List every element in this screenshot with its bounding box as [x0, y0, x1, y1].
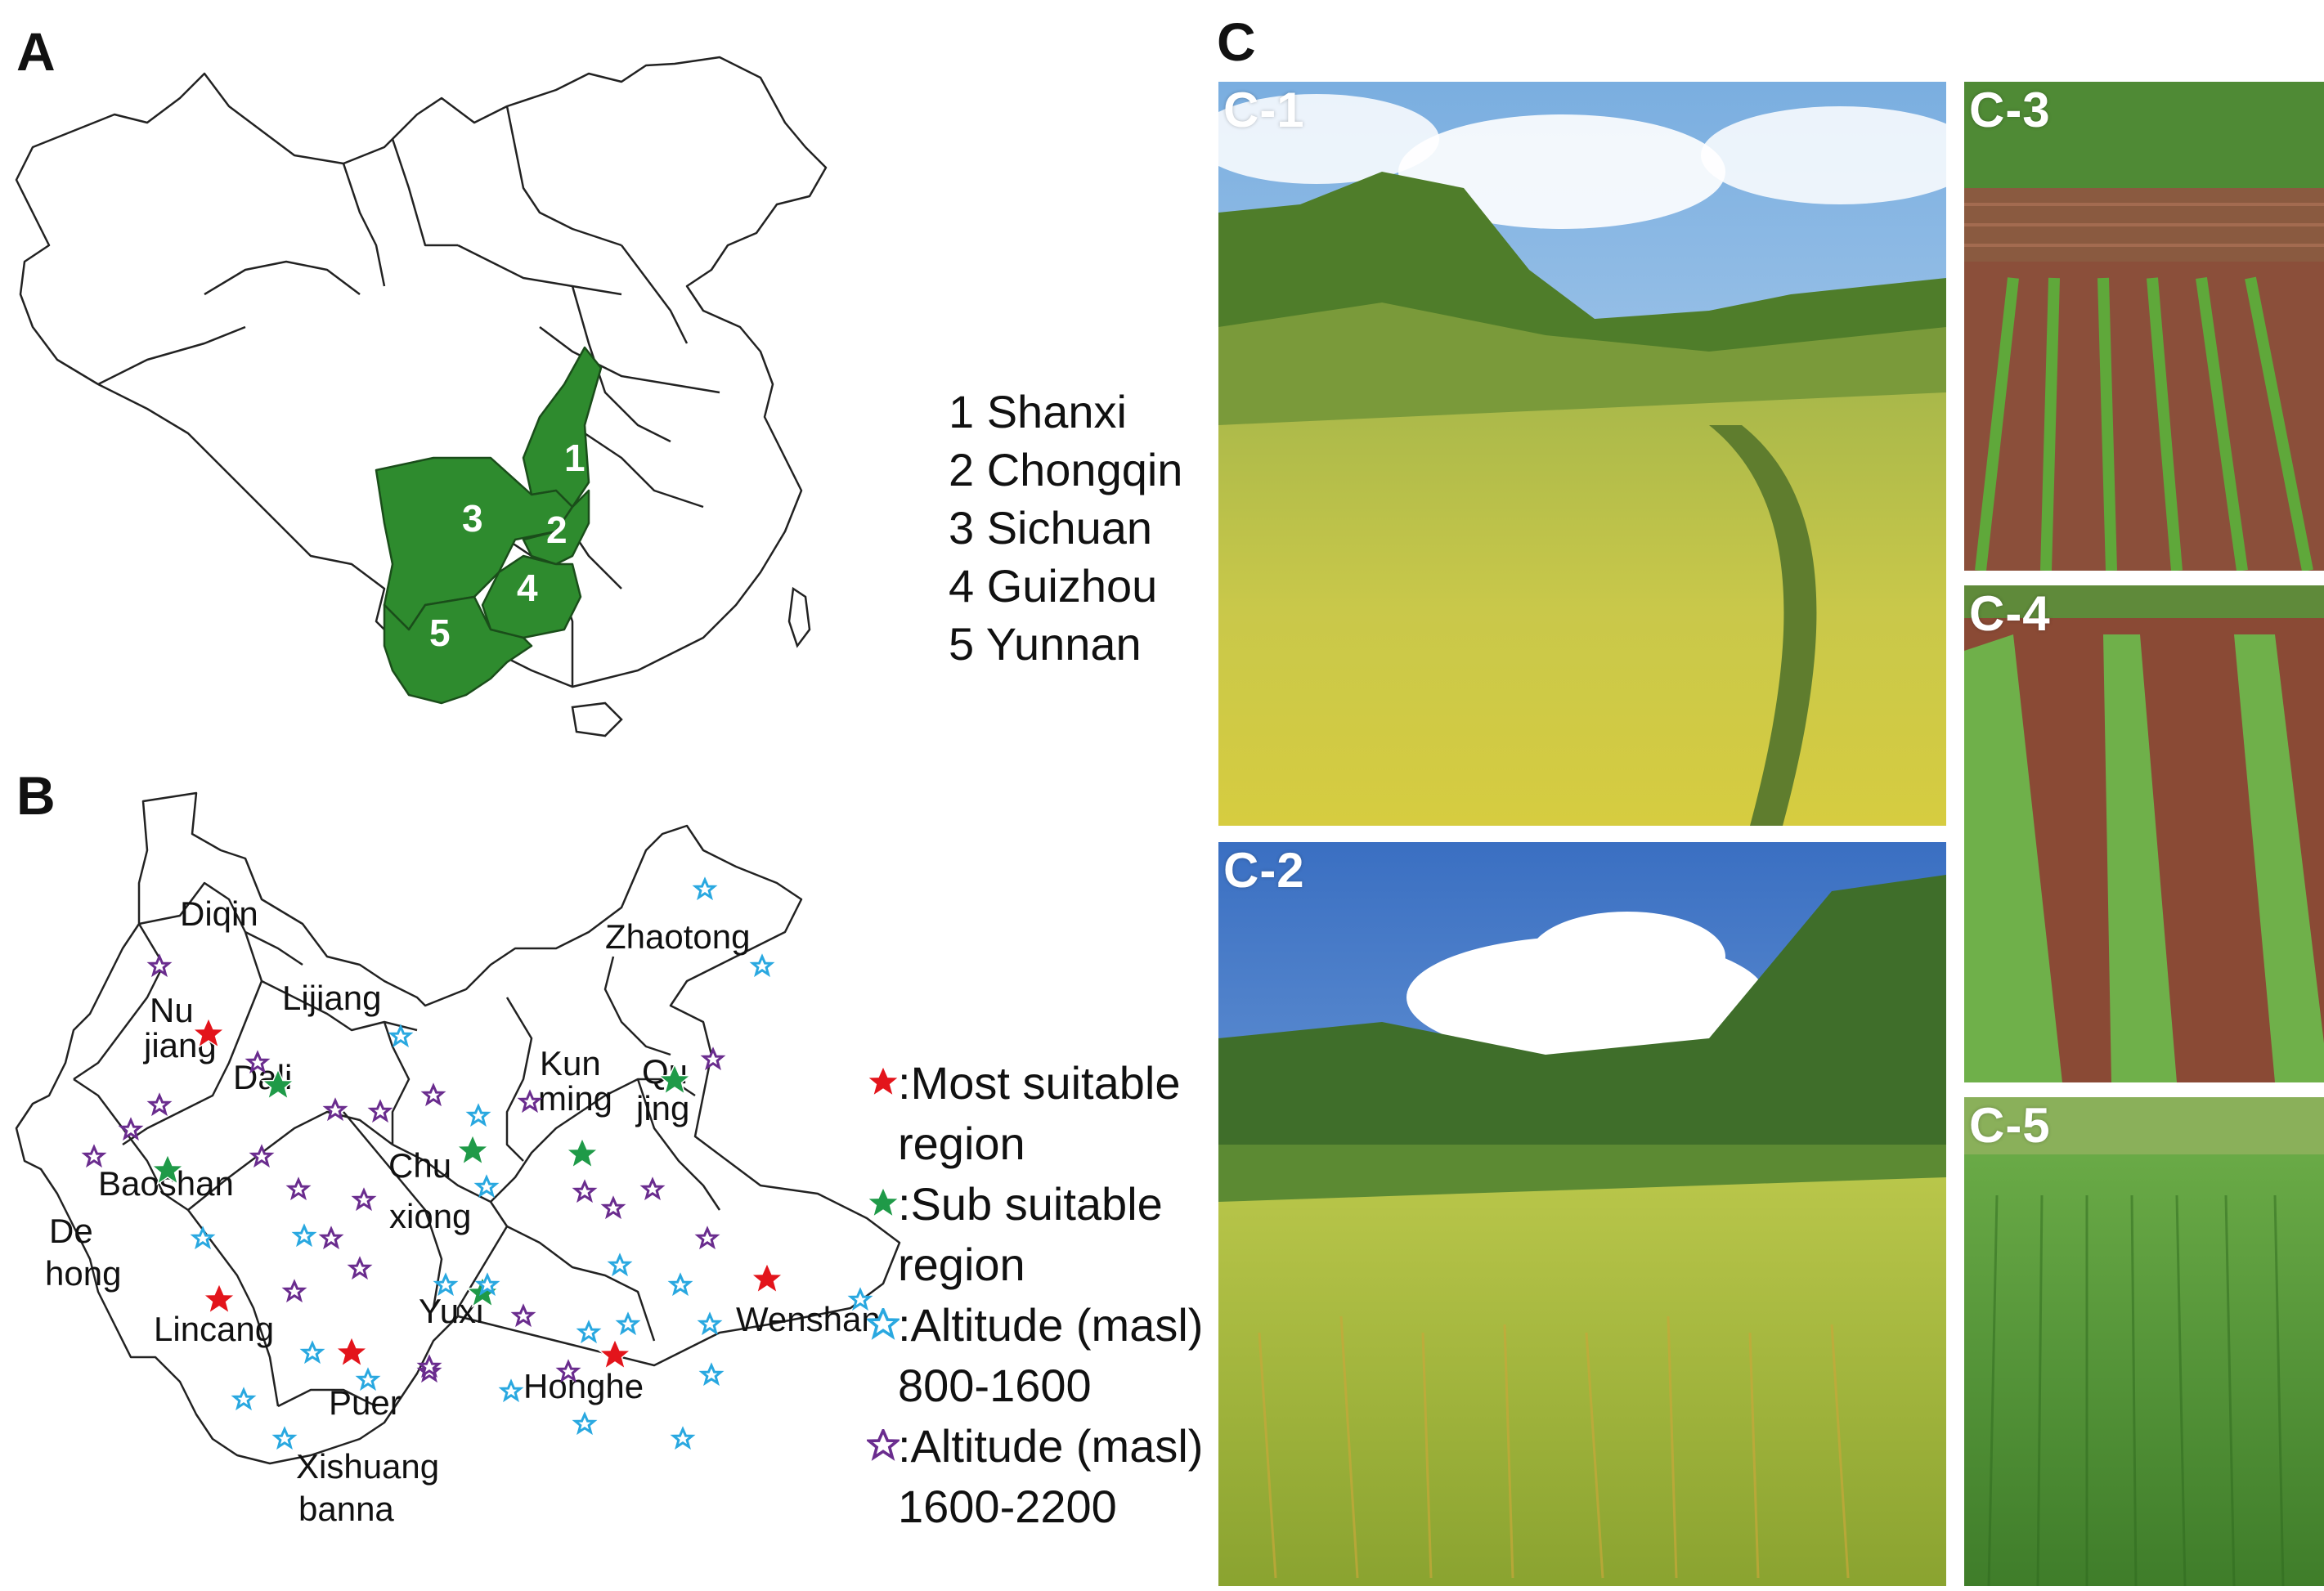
- hainan-island: [571, 701, 623, 737]
- yunnan-outline: [15, 791, 901, 1465]
- legend-item-chongqin: 2 Chongqin: [949, 444, 1183, 495]
- label-xishuangbanna-2: banna: [298, 1490, 394, 1528]
- label-chuxiong-2: xiong: [389, 1197, 471, 1235]
- legend-sub-suitable-line2: region: [898, 1239, 1025, 1290]
- legend-most-suitable: :Most suitable region: [867, 1053, 1218, 1174]
- suitability-legend: :Most suitable region :Sub suitable regi…: [867, 1053, 1218, 1537]
- label-kunming-1: Kun: [540, 1044, 601, 1082]
- label-lijiang: Lijiang: [282, 979, 381, 1017]
- blue-star-icon: [867, 1308, 900, 1340]
- photo-c1: C-1: [1218, 82, 1946, 826]
- label-lincang: Lincang: [154, 1310, 274, 1348]
- star-altitude-800-1600: [672, 1427, 693, 1449]
- province-chongqing: [522, 489, 590, 566]
- label-xishuangbanna-1: Xishuang: [296, 1447, 439, 1486]
- photo-label-c3: C-3: [1969, 83, 2051, 137]
- label-dehong-2: hong: [45, 1254, 121, 1293]
- star-altitude-800-1600: [500, 1380, 522, 1401]
- legend-altitude-low-line1: :Altitude (masl): [898, 1299, 1204, 1351]
- province-number-3: 3: [462, 497, 483, 540]
- legend-altitude-high-line1: :Altitude (masl): [898, 1420, 1204, 1472]
- province-number-2: 2: [546, 509, 568, 551]
- label-puer: Puer: [329, 1383, 402, 1422]
- label-qujing-2: jing: [635, 1089, 689, 1127]
- province-legend: 1 Shanxi 2 Chongqin 3 Sichuan 4 Guizhou …: [949, 383, 1182, 673]
- legend-altitude-1600-2200: :Altitude (masl) 1600-2200: [867, 1416, 1218, 1537]
- province-number-4: 4: [517, 567, 538, 609]
- province-guizhou: [481, 554, 582, 639]
- china-map: 1 2 3 4 5: [15, 56, 828, 737]
- star-altitude-800-1600: [701, 1364, 722, 1385]
- yunnan-map: Diqin Zhaotong Lijiang Nu jiang Dali Kun…: [15, 791, 901, 1528]
- legend-altitude-high-line2: 1600-2200: [898, 1481, 1117, 1532]
- red-star-icon: [868, 1067, 898, 1095]
- star-altitude-1600-2200: [558, 1360, 579, 1382]
- taiwan-island: [787, 586, 811, 648]
- label-zhaotong: Zhaotong: [605, 917, 750, 956]
- legend-most-suitable-line2: region: [898, 1118, 1025, 1169]
- photo-label-c1: C-1: [1223, 83, 1305, 137]
- legend-sub-suitable-line1: :Sub suitable: [898, 1178, 1163, 1230]
- legend-most-suitable-line1: :Most suitable: [898, 1057, 1181, 1109]
- panel-label-c: C: [1217, 11, 1256, 72]
- legend-altitude-800-1600: :Altitude (masl) 800-1600: [867, 1295, 1218, 1416]
- label-diqin: Diqin: [180, 894, 258, 933]
- province-number-1: 1: [564, 437, 585, 479]
- province-sichuan: [375, 456, 574, 631]
- label-yuxi: Yuxi: [419, 1292, 483, 1330]
- photo-label-c5: C-5: [1969, 1098, 2051, 1153]
- photo-c2: C-2: [1218, 842, 1946, 1586]
- legend-item-sichuan: 3 Sichuan: [949, 502, 1153, 553]
- photo-c5: C-5: [1964, 1097, 2324, 1586]
- photo-label-c4: C-4: [1969, 586, 2051, 641]
- label-kunming-2: ming: [538, 1079, 612, 1118]
- purple-star-icon: [867, 1429, 900, 1461]
- photo-c4: C-4: [1964, 585, 2324, 1082]
- green-star-icon: [868, 1188, 898, 1216]
- legend-altitude-low-line2: 800-1600: [898, 1360, 1092, 1411]
- star-altitude-800-1600: [751, 955, 773, 976]
- label-nujiang-1: Nu: [150, 991, 194, 1029]
- legend-sub-suitable: :Sub suitable region: [867, 1174, 1218, 1295]
- photo-c3: C-3: [1964, 82, 2324, 571]
- province-number-5: 5: [429, 612, 451, 654]
- panel-label-a: A: [16, 21, 56, 82]
- legend-item-shanxi: 1 Shanxi: [949, 386, 1127, 437]
- star-altitude-800-1600: [574, 1413, 595, 1434]
- province-yunnan: [383, 595, 533, 705]
- legend-item-guizhou: 4 Guizhou: [949, 560, 1158, 612]
- legend-item-yunnan: 5 Yunnan: [949, 618, 1142, 670]
- photo-label-c2: C-2: [1223, 843, 1305, 898]
- label-dehong-1: De: [49, 1212, 93, 1250]
- panel-label-b: B: [16, 765, 56, 826]
- label-honghe: Honghe: [523, 1367, 644, 1405]
- china-outline: [15, 56, 828, 688]
- label-chuxiong-1: Chu: [388, 1146, 451, 1185]
